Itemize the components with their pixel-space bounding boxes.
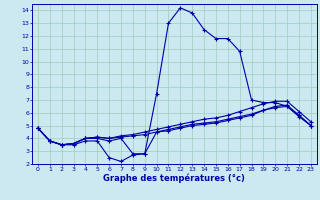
X-axis label: Graphe des températures (°c): Graphe des températures (°c) xyxy=(103,174,245,183)
